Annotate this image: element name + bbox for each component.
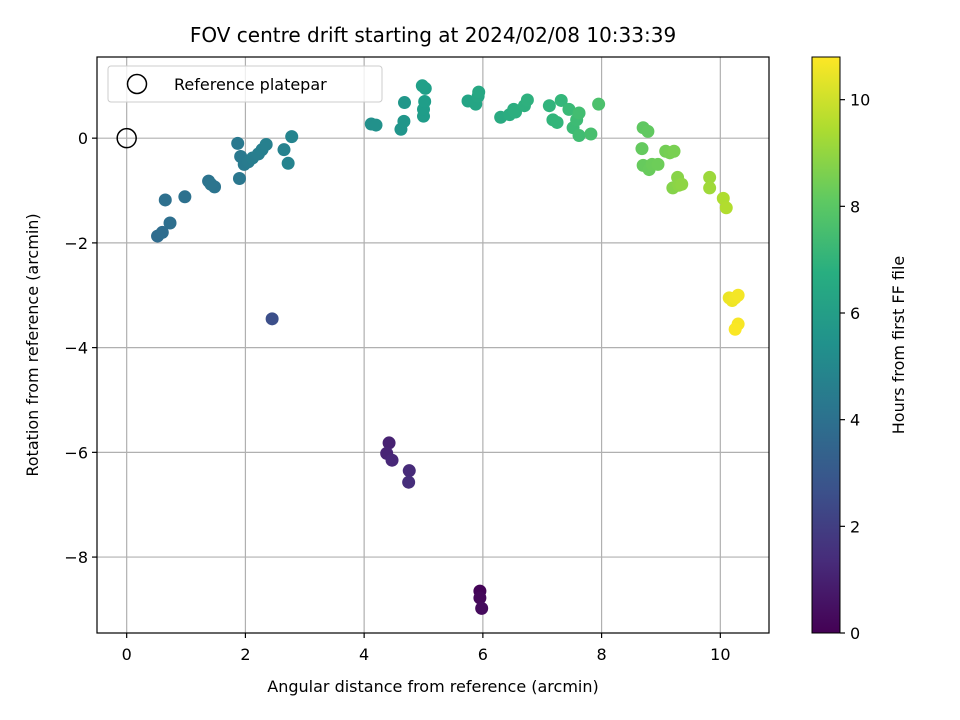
scatter-point [232,171,246,185]
scatter-point [418,95,432,109]
data-points [116,79,745,615]
scatter-point [398,96,412,110]
y-tick-label: −2 [64,234,88,253]
scatter-point [703,181,717,195]
scatter-point [562,102,576,116]
legend-label-reference: Reference platepar [174,75,327,94]
scatter-point [592,97,606,111]
colorbar-ticks: 0 2 4 6 8 10 [840,91,870,643]
colorbar-tick-label: 0 [850,624,860,643]
scatter-point [382,436,396,450]
scatter-point [397,114,411,128]
x-tick-label: 10 [710,645,730,664]
scatter-point [542,99,556,113]
scatter-point [277,143,291,157]
scatter-point [703,170,717,184]
colorbar-tick-label: 4 [850,411,860,430]
y-axis-ticks: −8 −6 −4 −2 0 [64,129,97,567]
scatter-point [259,137,273,151]
scatter-point [281,156,295,170]
scatter-point [369,118,383,132]
x-axis-label: Angular distance from reference (arcmin) [267,677,598,696]
colorbar-label: Hours from first FF file [889,256,908,435]
grid-lines [97,57,769,633]
scatter-point [158,193,172,207]
scatter-point [402,464,416,478]
legend: Reference platepar [107,65,383,103]
scatter-point [402,475,416,489]
scatter-point [231,136,245,150]
scatter-point [520,93,534,107]
scatter-point [584,127,598,141]
scatter-point [178,190,192,204]
scatter-point [550,115,564,129]
scatter-point [572,129,586,143]
plot-area-frame [96,56,770,634]
scatter-point [675,177,689,191]
scatter-point [572,106,586,120]
y-axis-label: Rotation from reference (arcmin) [23,213,42,476]
x-tick-label: 2 [240,645,250,664]
scatter-point [731,288,745,302]
colorbar-tick-label: 6 [850,304,860,323]
x-tick-label: 6 [478,645,488,664]
reference-platepar-marker [116,127,137,149]
scatter-point [719,201,733,215]
scatter-point [475,601,489,615]
colorbar-tick-label: 10 [850,91,870,110]
scatter-point [155,225,169,239]
scatter-point [204,177,218,191]
scatter-point [641,124,655,138]
colorbar: 0 2 4 6 8 10 Hours from first FF file [811,56,908,643]
x-tick-label: 8 [596,645,606,664]
scatter-point [163,216,177,230]
chart-title: FOV centre drift starting at 2024/02/08 … [190,23,676,47]
scatter-point [635,142,649,156]
y-tick-label: −8 [64,548,88,567]
scatter-point [285,130,299,144]
legend-marker-reference [126,73,148,95]
scatter-point [265,312,279,326]
scatter-point [554,93,568,107]
scatter-point [651,157,665,171]
legend-box [107,65,383,103]
scatter-point [728,322,742,336]
scatter-point [472,85,486,99]
colorbar-gradient [811,56,841,634]
scatter-point [385,453,399,467]
colorbar-tick-label: 8 [850,197,860,216]
y-tick-label: 0 [78,129,88,148]
y-tick-label: −6 [64,443,88,462]
x-axis-ticks: 0 2 4 6 8 10 [122,633,731,664]
colorbar-tick-label: 2 [850,517,860,536]
scatter-point [667,144,681,158]
x-tick-label: 0 [122,645,132,664]
scatter-point [415,79,429,93]
x-tick-label: 4 [359,645,369,664]
scatter-point [473,591,487,605]
y-tick-label: −4 [64,339,88,358]
